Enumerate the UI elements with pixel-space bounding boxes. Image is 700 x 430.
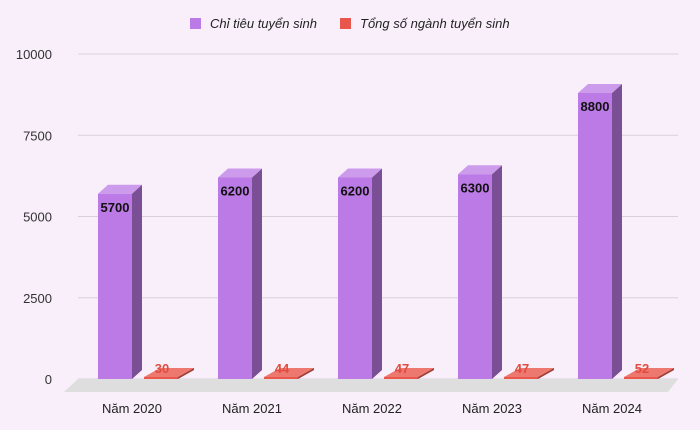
data-label: 5700 bbox=[101, 200, 130, 215]
data-label: 6200 bbox=[221, 184, 250, 199]
bar-side bbox=[492, 165, 502, 379]
chart-floor bbox=[64, 379, 678, 392]
legend-label-series-b[interactable]: Tổng số ngành tuyển sinh bbox=[360, 16, 510, 31]
bar-chi-tieu bbox=[98, 194, 132, 379]
bar-side bbox=[612, 84, 622, 379]
x-tick-label: Năm 2022 bbox=[342, 401, 402, 416]
y-tick-label: 2500 bbox=[23, 291, 52, 306]
data-label: 30 bbox=[155, 361, 169, 376]
y-tick-label: 7500 bbox=[23, 128, 52, 143]
bar-tong-so-nganh bbox=[144, 377, 178, 379]
x-tick-label: Năm 2020 bbox=[102, 401, 162, 416]
data-label: 47 bbox=[395, 361, 409, 376]
bar-chi-tieu bbox=[578, 93, 612, 379]
x-tick-label: Năm 2023 bbox=[462, 401, 522, 416]
bar-side bbox=[132, 185, 142, 379]
bar-tong-so-nganh bbox=[624, 377, 658, 379]
x-tick-label: Năm 2021 bbox=[222, 401, 282, 416]
data-label: 6300 bbox=[461, 180, 490, 195]
bar-chi-tieu bbox=[338, 178, 372, 380]
data-label: 6200 bbox=[341, 184, 370, 199]
data-label: 52 bbox=[635, 361, 649, 376]
legend-swatch-series-b[interactable] bbox=[340, 18, 351, 29]
legend: Chỉ tiêu tuyển sinh Tổng số ngành tuyển … bbox=[190, 16, 510, 31]
x-tick-label: Năm 2024 bbox=[582, 401, 642, 416]
y-tick-label: 10000 bbox=[16, 47, 52, 62]
data-label: 8800 bbox=[581, 99, 610, 114]
bar-tong-so-nganh bbox=[504, 377, 538, 379]
x-axis: Năm 2020 Năm 2021 Năm 2022 Năm 2023 Năm 2024 bbox=[102, 401, 642, 416]
bar-chi-tieu bbox=[458, 174, 492, 379]
legend-swatch-series-a[interactable] bbox=[190, 18, 201, 29]
floor bbox=[64, 379, 678, 392]
y-axis: 0 2500 5000 7500 10000 bbox=[16, 47, 52, 387]
data-label: 47 bbox=[515, 361, 529, 376]
bar-tong-so-nganh bbox=[264, 377, 298, 379]
bar-chi-tieu bbox=[218, 178, 252, 380]
y-tick-label: 5000 bbox=[23, 210, 52, 225]
bars bbox=[98, 84, 674, 379]
legend-label-series-a[interactable]: Chỉ tiêu tuyển sinh bbox=[210, 16, 317, 31]
y-tick-label: 0 bbox=[45, 372, 52, 387]
bar-side bbox=[372, 169, 382, 380]
bar-side bbox=[252, 169, 262, 380]
bar-tong-so-nganh bbox=[384, 377, 418, 379]
data-label: 44 bbox=[275, 361, 290, 376]
